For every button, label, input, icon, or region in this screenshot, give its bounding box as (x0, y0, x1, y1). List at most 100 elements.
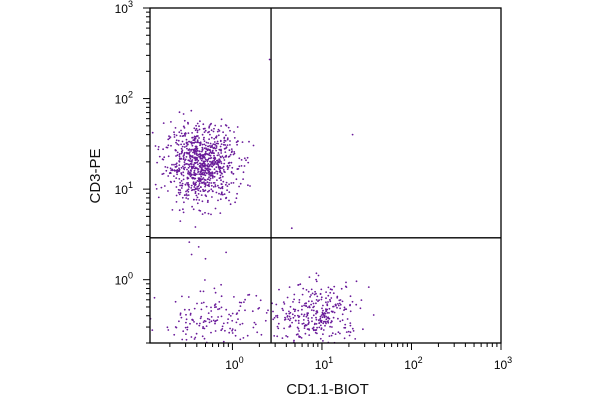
data-point (276, 335, 279, 338)
data-point (328, 312, 330, 314)
data-point (330, 297, 333, 299)
data-point (190, 155, 193, 158)
data-point (212, 130, 215, 133)
data-point (286, 335, 289, 338)
data-point (292, 316, 295, 319)
data-point (184, 159, 186, 162)
data-point (200, 154, 203, 157)
data-point (301, 308, 303, 311)
data-point (196, 158, 199, 160)
data-point (359, 307, 362, 310)
data-point (341, 319, 344, 322)
data-point (181, 140, 184, 143)
data-point (319, 337, 322, 340)
data-point (178, 157, 181, 160)
data-point (220, 295, 223, 298)
data-point (234, 329, 237, 332)
data-point (307, 319, 310, 322)
data-point (226, 138, 229, 141)
data-point (218, 168, 221, 171)
data-point (202, 290, 205, 293)
y-tick-label-base: 10 (115, 183, 129, 197)
data-point (315, 278, 317, 281)
data-point (294, 308, 297, 311)
data-point (184, 326, 187, 329)
data-point (225, 134, 227, 137)
data-point (332, 310, 334, 313)
data-point (305, 315, 308, 318)
data-point (188, 156, 191, 158)
data-point (198, 125, 200, 128)
x-tick-label: 102 (404, 355, 422, 372)
data-point (165, 169, 168, 172)
data-point (325, 315, 327, 318)
data-point (181, 151, 184, 154)
data-point (211, 149, 214, 152)
data-point (207, 212, 210, 215)
data-point (285, 312, 288, 315)
data-point (213, 141, 216, 143)
data-point (297, 333, 299, 335)
data-point (213, 182, 216, 184)
data-point (214, 185, 217, 188)
data-point (236, 143, 239, 146)
data-point (211, 177, 214, 179)
data-point (319, 317, 322, 320)
data-point (221, 328, 224, 330)
data-point (327, 286, 330, 289)
data-point (194, 226, 197, 228)
data-point (355, 280, 358, 283)
data-point (220, 152, 223, 154)
data-point (154, 183, 157, 186)
data-point (316, 311, 319, 314)
data-point (193, 127, 196, 130)
data-point (216, 172, 219, 175)
data-point (217, 184, 219, 187)
data-point (275, 303, 278, 306)
data-point (189, 169, 192, 172)
data-point (191, 156, 194, 159)
data-point (210, 320, 213, 323)
data-point (236, 192, 239, 195)
data-point (316, 295, 319, 298)
data-point (328, 317, 331, 320)
data-point (176, 151, 179, 154)
data-point (293, 293, 296, 296)
data-point (227, 126, 230, 129)
data-point (175, 201, 178, 203)
data-point (191, 159, 194, 161)
data-point (184, 132, 187, 134)
data-point (212, 147, 215, 150)
data-point (177, 188, 180, 191)
data-point (183, 308, 186, 311)
data-point (327, 321, 330, 324)
data-point (219, 159, 221, 162)
data-point (190, 184, 193, 187)
data-point (197, 171, 199, 174)
data-point (203, 143, 206, 146)
data-point (216, 140, 219, 143)
data-point (209, 146, 212, 149)
data-point (203, 172, 206, 175)
data-point (264, 319, 267, 322)
data-point (199, 171, 202, 174)
data-point (208, 154, 211, 157)
data-point (181, 196, 184, 199)
data-point (182, 211, 185, 214)
x-tick-label-exponent: 2 (418, 355, 423, 365)
data-point (199, 166, 202, 168)
data-point (240, 159, 243, 161)
data-point (339, 303, 342, 306)
data-point (345, 331, 348, 333)
data-point (208, 130, 211, 133)
data-point (193, 171, 196, 174)
data-point (232, 172, 235, 175)
data-point (219, 187, 222, 190)
data-point (329, 325, 331, 328)
data-point (183, 151, 186, 154)
data-point (207, 163, 210, 165)
data-point (196, 131, 199, 134)
data-point (189, 322, 191, 325)
data-point (193, 139, 196, 142)
data-point (215, 306, 218, 308)
